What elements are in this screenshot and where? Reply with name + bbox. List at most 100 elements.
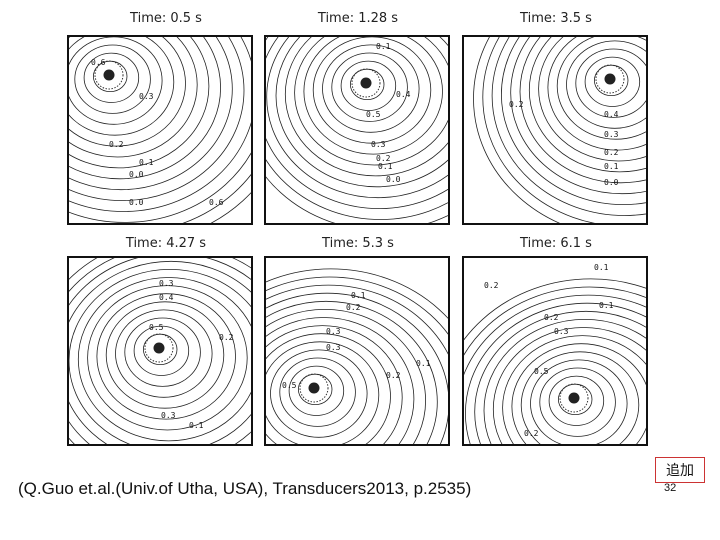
contour-line — [69, 269, 251, 444]
contour-line — [501, 37, 646, 205]
contour-line — [547, 37, 646, 151]
contour-line — [312, 37, 432, 144]
contour-value-label: 0.3 — [326, 343, 341, 352]
contour-line — [69, 37, 251, 212]
contour-line — [124, 317, 201, 387]
contour-value-label: 0.3 — [604, 130, 619, 139]
dotted-contour — [299, 373, 329, 403]
contour-value-label: 0.2 — [386, 371, 401, 380]
contour-line — [69, 37, 221, 180]
contour-line — [69, 260, 251, 444]
contour-line — [464, 286, 646, 356]
contour-line — [528, 37, 646, 173]
contour-line — [288, 365, 345, 416]
contour-line — [275, 37, 448, 188]
contour-plot-1: 0.6 0.3 0.2 0.1 0.0 0.0 0.6 — [67, 35, 253, 225]
contour-line — [266, 341, 380, 444]
contour-line — [105, 301, 225, 409]
contour-line — [539, 367, 616, 437]
contour-line — [538, 37, 646, 162]
vortex-center-dot — [103, 69, 115, 81]
contour-value-label: 0.2 — [376, 154, 391, 163]
contour-value-label: 0.4 — [396, 90, 411, 99]
panel-title-6: Time: 6.1 s — [520, 236, 592, 251]
contour-plot-6: 0.1 0.2 0.1 0.2 0.3 0.5 0.2 — [462, 256, 648, 446]
contour-line — [266, 37, 448, 199]
contour-line — [520, 351, 640, 444]
contour-line — [69, 37, 186, 147]
contour-line — [69, 37, 233, 191]
contour-line — [69, 37, 198, 158]
contour-value-label: 0.6 — [91, 58, 106, 67]
contour-line — [83, 52, 140, 103]
contour-plot-2: 0.1 0.4 0.5 0.3 0.2 0.1 0.0 — [264, 35, 450, 225]
panel-title-5: Time: 5.3 s — [322, 236, 394, 251]
contour-value-label: 0.2 — [219, 333, 234, 342]
contour-line — [519, 37, 646, 184]
contour-line — [502, 335, 646, 444]
contour-line — [266, 37, 448, 220]
vortex-center-dot — [568, 392, 580, 404]
contour-line — [492, 327, 646, 444]
dotted-contour — [595, 64, 625, 94]
citation-text: (Q.Guo et.al.(Univ.of Utha, USA), Transd… — [18, 479, 472, 498]
contour-line — [266, 300, 438, 444]
contour-line — [474, 310, 646, 444]
contour-value-label: 0.0 — [129, 198, 144, 207]
contour-line — [133, 325, 190, 376]
contour-value-label: 0.3 — [159, 279, 174, 288]
contour-value-label: 0.2 — [544, 313, 559, 322]
contour-value-label: 0.0 — [604, 178, 619, 187]
contour-value-label: 0.3 — [139, 92, 154, 101]
contour-line — [69, 37, 210, 169]
contour-line — [566, 40, 646, 129]
contour-value-label: 0.1 — [594, 263, 609, 272]
contour-value-label: 0.3 — [326, 327, 341, 336]
contour-line — [465, 302, 646, 444]
contour-line — [69, 37, 245, 201]
contour-line — [69, 152, 251, 223]
contour-line — [270, 349, 368, 438]
contour-value-label: 0.3 — [554, 327, 569, 336]
contour-line — [491, 37, 646, 216]
contour-line — [69, 37, 175, 136]
contour-line — [87, 285, 248, 431]
contour-value-label: 0.5 — [149, 323, 164, 332]
addition-tag: 追加 — [655, 457, 705, 483]
contour-line — [530, 359, 628, 444]
contour-line — [510, 37, 646, 195]
contour-value-label: 0.1 — [599, 301, 614, 310]
vortex-center-dot — [308, 382, 320, 394]
contour-line — [266, 276, 448, 335]
contour-value-label: 0.6 — [209, 198, 224, 207]
contour-line — [77, 277, 251, 442]
panel-title-3: Time: 3.5 s — [520, 11, 592, 26]
contour-line — [303, 37, 443, 155]
contour-value-label: 0.1 — [376, 42, 391, 51]
contour-line — [548, 375, 605, 426]
dotted-contour — [559, 383, 589, 413]
dotted-contour — [144, 333, 174, 363]
contour-line — [340, 60, 397, 111]
contour-line — [322, 44, 420, 133]
vortex-center-dot — [360, 77, 372, 89]
contour-value-label: 0.4 — [159, 293, 174, 302]
page-number: 32 — [664, 482, 677, 494]
contour-value-label: 0.2 — [604, 148, 619, 157]
contour-value-label: 0.4 — [604, 110, 619, 119]
contour-value-label: 0.3 — [371, 140, 386, 149]
contour-value-label: 0.2 — [484, 281, 499, 290]
contour-value-label: 0.2 — [109, 140, 124, 149]
contour-line — [575, 48, 646, 118]
contour-value-label: 0.2 — [524, 429, 539, 438]
contour-line — [483, 319, 646, 444]
contour-value-label: 0.5 — [366, 110, 381, 119]
contour-value-label: 0.2 — [346, 303, 361, 312]
contour-line — [473, 37, 561, 223]
contour-line — [266, 37, 448, 209]
contour-value-label: 0.1 — [189, 421, 204, 430]
contour-line — [511, 343, 646, 444]
contour-line — [266, 176, 448, 223]
contour-line — [74, 44, 151, 114]
contour-value-label: 0.5 — [282, 381, 297, 390]
